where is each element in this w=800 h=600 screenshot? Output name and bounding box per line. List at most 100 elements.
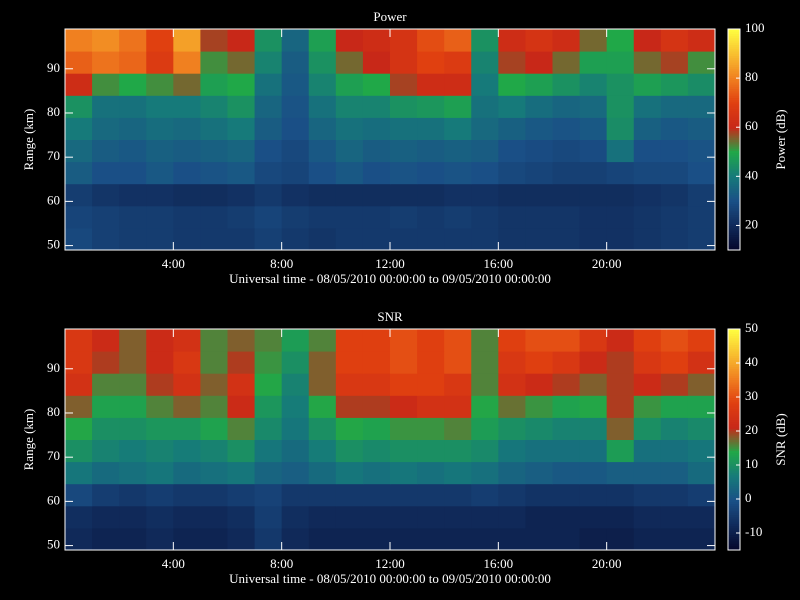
colorbar-step: [728, 448, 740, 452]
heat-cell: [552, 329, 581, 352]
colorbar-step: [728, 84, 740, 87]
heat-cell: [362, 227, 391, 251]
colorbar-step: [728, 152, 740, 156]
colorbar-step: [728, 406, 740, 410]
heat-cell: [173, 29, 201, 52]
heat-cell: [633, 461, 662, 485]
colorbar-tick-label: 50: [745, 320, 758, 335]
heat-cell: [173, 95, 201, 118]
heat-cell: [254, 183, 283, 207]
colorbar-step: [728, 190, 740, 194]
heat-cell: [254, 351, 283, 374]
heat-cell: [200, 417, 228, 440]
heat-cell: [65, 139, 93, 163]
colorbar-step: [728, 342, 740, 345]
heat-cell: [362, 183, 391, 207]
heat-cell: [417, 417, 445, 440]
colorbar-step: [728, 48, 740, 52]
heat-cell: [606, 183, 635, 207]
heat-cell: [92, 227, 120, 251]
heat-cell: [335, 227, 364, 251]
heat-cell: [606, 95, 635, 118]
heat-cell: [308, 351, 337, 374]
heat-cell: [606, 439, 635, 463]
heat-cell: [498, 527, 526, 551]
colorbar-tick-label: 30: [745, 388, 758, 403]
y-tick-label: 50: [47, 237, 60, 252]
colorbar-label: Power (dB): [773, 109, 788, 169]
heat-cell: [579, 527, 608, 551]
heat-cell: [308, 329, 337, 352]
heat-cell: [390, 527, 418, 551]
colorbar-step: [728, 117, 740, 121]
heat-cell: [362, 95, 391, 118]
colorbar-step: [728, 66, 740, 70]
heat-cell: [119, 227, 147, 251]
heat-cell: [308, 439, 337, 463]
heat-cell: [281, 95, 310, 118]
heat-cell: [146, 461, 174, 485]
heat-cell: [119, 351, 147, 374]
heat-cell: [606, 417, 635, 440]
heat-cell: [444, 373, 472, 396]
heat-cell: [390, 139, 418, 163]
heat-cell: [92, 461, 120, 485]
heat-cell: [444, 73, 472, 96]
heat-cell: [227, 95, 256, 118]
y-axis-label: Range (km): [21, 409, 36, 471]
heat-cell: [552, 227, 581, 251]
heat-cell: [444, 351, 472, 374]
heat-cell: [335, 461, 364, 485]
heat-cell: [633, 139, 662, 163]
heat-cell: [254, 95, 283, 118]
heat-cell: [498, 329, 526, 352]
heat-cell: [173, 439, 201, 463]
colorbar-step: [728, 379, 740, 383]
colorbar-step: [728, 501, 740, 505]
heat-cell: [552, 183, 581, 207]
heat-cell: [687, 329, 716, 352]
heat-cell: [525, 505, 553, 529]
heat-cell: [525, 417, 553, 440]
heat-cell: [444, 483, 472, 507]
heat-cell: [525, 73, 553, 96]
heat-cell: [579, 205, 608, 229]
colorbar-step: [728, 221, 740, 224]
heat-cell: [525, 351, 553, 374]
heat-cell: [417, 183, 445, 207]
heat-cell: [552, 483, 581, 507]
heat-cell: [200, 439, 228, 463]
heat-cell: [281, 505, 310, 529]
colorbar-step: [728, 245, 740, 249]
heat-cell: [552, 95, 581, 118]
heat-cell: [173, 351, 201, 374]
heat-cell: [552, 527, 581, 551]
heat-cell: [173, 227, 201, 251]
heat-cell: [146, 29, 174, 52]
colorbar-step: [728, 399, 740, 403]
colorbar-step: [728, 232, 740, 236]
heat-cell: [200, 329, 228, 352]
heat-cell: [687, 527, 716, 551]
heat-cell: [417, 505, 445, 529]
heat-cell: [471, 205, 499, 229]
colorbar-step: [728, 519, 740, 522]
heat-cell: [687, 183, 716, 207]
heat-cell: [146, 51, 174, 74]
colorbar-step: [728, 219, 740, 222]
heat-cell: [498, 95, 526, 118]
heat-cell: [579, 227, 608, 251]
heat-cell: [200, 73, 228, 96]
heat-cell: [308, 117, 337, 140]
colorbar-step: [728, 470, 740, 474]
colorbar-tick-label: -10: [745, 524, 762, 539]
heat-cell: [254, 439, 283, 463]
heat-cell: [308, 461, 337, 485]
heat-cell: [308, 483, 337, 507]
heat-cell: [92, 373, 120, 396]
heat-cell: [65, 527, 93, 551]
heat-cell: [227, 439, 256, 463]
colorbar-step: [728, 536, 740, 540]
heat-cell: [390, 439, 418, 463]
